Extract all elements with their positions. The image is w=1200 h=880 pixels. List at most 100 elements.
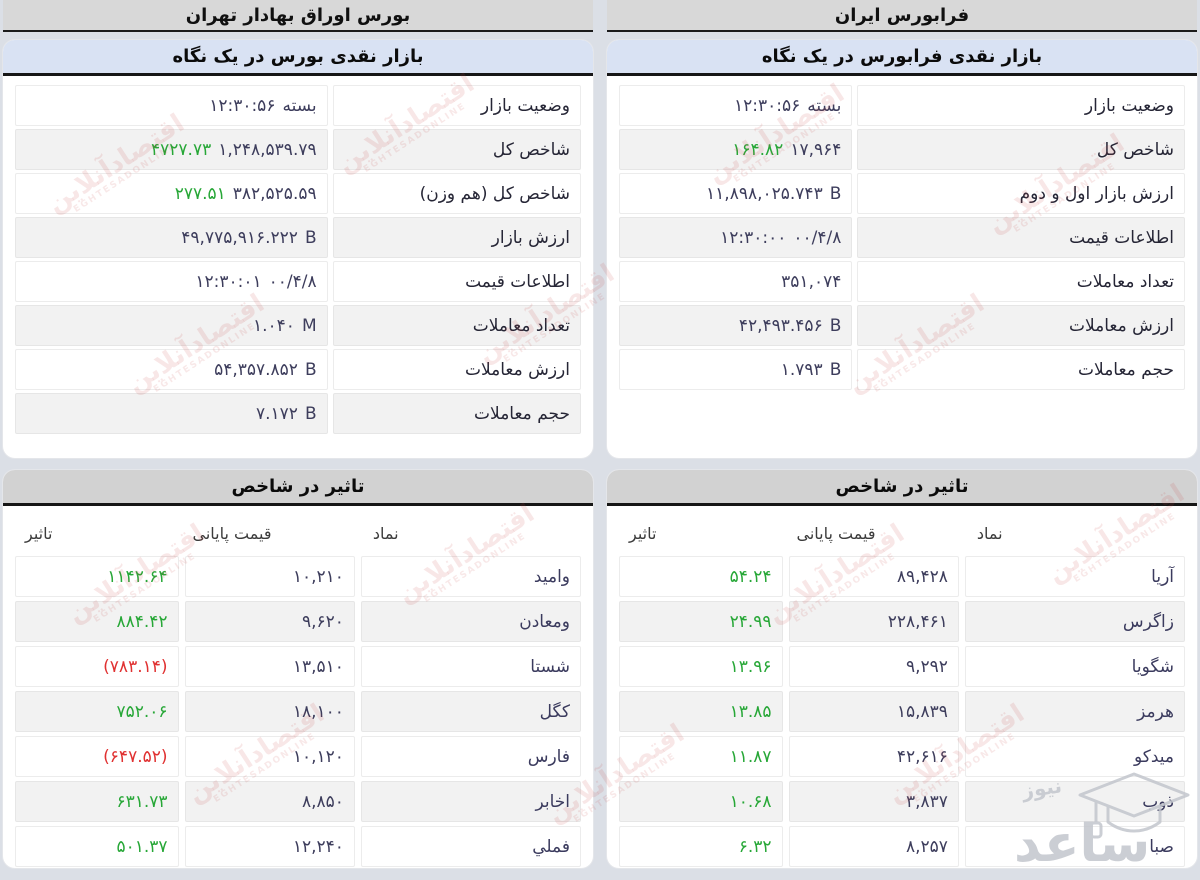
glance-label: ارزش معاملات [332,349,581,390]
glance-label: شاخص کل [332,129,581,170]
glance-row: ۴۹,۷۷۵,۹۱۶.۲۲۲ B ارزش بازار [15,217,581,258]
impact-value: ۵۰۱.۳۷ [15,826,179,867]
symbol-link[interactable]: فارس [360,736,581,777]
impact-row: ۱۱۴۲.۶۴ ۱۰,۲۱۰ وامید [15,556,581,597]
closing-price: ۱۲,۲۴۰ [184,826,355,867]
symbol-link[interactable]: میدکو [964,736,1185,777]
closing-price: ۸۹,۴۲۸ [788,556,959,597]
glance-label: تعداد معاملات [857,261,1185,302]
impact-row: ۶.۳۲ ۸,۲۵۷ صبا [619,826,1185,867]
value-segment: B [304,403,317,424]
symbol-link[interactable]: شستا [360,646,581,687]
impact-panel-bourse: تاثیر در شاخص تاثیر قیمت پایانی نماد ۱۱۴… [3,470,593,868]
impact-row: (۷۸۳.۱۴) ۱۳,۵۱۰ شستا [15,646,581,687]
column-header-impact: تاثیر [629,523,657,543]
impact-value: ۸۸۴.۴۲ [15,601,179,642]
value-segment: بسته [282,95,317,116]
symbol-link[interactable]: وامید [360,556,581,597]
closing-price: ۱۰,۲۱۰ [184,556,355,597]
closing-price: ۱۵,۸۳۹ [788,691,959,732]
glance-label: شاخص کل (هم وزن) [332,173,581,214]
impact-table-header: تاثیر قیمت پایانی نماد [15,510,581,556]
impact-value: ۱۱۴۲.۶۴ [15,556,179,597]
closing-price: ۲۲۸,۴۶۱ [788,601,959,642]
glance-value: ۱.۰۴۰ M [15,305,328,346]
value-segment: ۱۲:۳۰:۰۰ [720,227,787,248]
glance-row: ۴۲,۴۹۳.۴۵۶ B ارزش معاملات [619,305,1185,346]
symbol-link[interactable]: زاگرس [964,601,1185,642]
glance-value: ۱۲:۳۰:۵۶ بسته [619,85,853,126]
value-segment: ۱۱,۸۹۸,۰۲۵.۷۴۳ [706,183,823,204]
impact-table-bourse: تاثیر قیمت پایانی نماد ۱۱۴۲.۶۴ ۱۰,۲۱۰ وامی… [3,506,593,867]
glance-value: ۱۲:۳۰:۰۰ ۰۰/۴/۸ [619,217,853,258]
glance-value: ۱.۷۹۳ B [619,349,853,390]
glance-label: حجم معاملات [857,349,1185,390]
closing-price: ۱۰,۱۲۰ [184,736,355,777]
glance-row: ۵۴,۳۵۷.۸۵۲ B ارزش معاملات [15,349,581,390]
symbol-link[interactable]: آریا [964,556,1185,597]
glance-value: ۷.۱۷۲ B [15,393,328,434]
symbol-link[interactable]: ومعادن [360,601,581,642]
value-segment: ۳۸۲,۵۲۵.۵۹ [232,183,317,204]
glance-table-bourse: ۱۲:۳۰:۵۶ بسته وضعیت بازار ۴۷۲۷.۷۳ ۱,۲۴۸,۵۳۹.… [3,76,593,434]
value-segment: ۱۶۴.۸۲ [732,139,784,160]
glance-panel-bourse: بازار نقدی بورس در یک نگاه ۱۲:۳۰:۵۶ بسته و… [3,40,593,458]
impact-value: ۶۳۱.۷۳ [15,781,179,822]
value-segment: ۵۴,۳۵۷.۸۵۲ [214,359,298,380]
impact-value: ۷۵۲.۰۶ [15,691,179,732]
impact-row: ۲۴.۹۹ ۲۲۸,۴۶۱ زاگرس [619,601,1185,642]
glance-row: ۱۶۴.۸۲ ۱۷,۹۶۴ شاخص کل [619,129,1185,170]
glance-value: ۴۹,۷۷۵,۹۱۶.۲۲۲ B [15,217,328,258]
impact-row: ۱۱.۸۷ ۴۲,۶۱۶ میدکو [619,736,1185,777]
glance-label: حجم معاملات [332,393,581,434]
value-segment: ۴۷۲۷.۷۳ [151,139,212,160]
symbol-link[interactable]: اخابر [360,781,581,822]
symbol-link[interactable]: صبا [964,826,1185,867]
value-segment: ۱۲:۳۰:۰۱ [195,271,262,292]
column-header-closing-price: قیمت پایانی [796,523,876,543]
impact-row: ۸۸۴.۴۲ ۹,۶۲۰ ومعادن [15,601,581,642]
impact-title-farabourse: تاثیر در شاخص [607,470,1197,506]
symbol-link[interactable]: هرمز [964,691,1185,732]
impact-row: ۵۰۱.۳۷ ۱۲,۲۴۰ فملي [15,826,581,867]
impact-rows-bourse: ۱۱۴۲.۶۴ ۱۰,۲۱۰ وامید ۸۸۴.۴۲ ۹,۶۲۰ ومعادن (۷۸۳.… [15,556,581,867]
value-segment: ۴۲,۴۹۳.۴۵۶ [738,315,823,336]
glance-row: ۱۲:۳۰:۰۱ ۰۰/۴/۸ اطلاعات قیمت [15,261,581,302]
glance-value: ۴۷۲۷.۷۳ ۱,۲۴۸,۵۳۹.۷۹ [15,129,328,170]
glance-value: ۲۷۷.۵۱ ۳۸۲,۵۲۵.۵۹ [15,173,328,214]
symbol-link[interactable]: شگویا [964,646,1185,687]
symbol-link[interactable]: فملي [360,826,581,867]
glance-row: ۱۱,۸۹۸,۰۲۵.۷۴۳ B ارزش بازار اول و دوم [619,173,1185,214]
value-segment: ۲۷۷.۵۱ [174,183,226,204]
impact-value: (۶۴۷.۵۲) [15,736,179,777]
impact-value: ۱۳.۹۶ [619,646,783,687]
impact-value: ۱۱.۸۷ [619,736,783,777]
value-segment: ۴۹,۷۷۵,۹۱۶.۲۲۲ [181,227,298,248]
value-segment: ۱.۷۹۳ [780,359,823,380]
symbol-link[interactable]: ذوب [964,781,1185,822]
glance-panel-farabourse: بازار نقدی فرابورس در یک نگاه ۱۲:۳۰:۵۶ بس… [607,40,1197,458]
impact-value: ۱۳.۸۵ [619,691,783,732]
closing-price: ۳,۸۳۷ [788,781,959,822]
glance-value: ۴۲,۴۹۳.۴۵۶ B [619,305,853,346]
glance-row: ۱۲:۳۰:۰۰ ۰۰/۴/۸ اطلاعات قیمت [619,217,1185,258]
glance-value: ۱۲:۳۰:۰۱ ۰۰/۴/۸ [15,261,328,302]
exchange-header-farabourse: فرابورس ایران [607,0,1197,32]
glance-row: ۳۵۱,۰۷۴ تعداد معاملات [619,261,1185,302]
value-segment: ۱۷,۹۶۴ [790,139,842,160]
glance-row: ۴۷۲۷.۷۳ ۱,۲۴۸,۵۳۹.۷۹ شاخص کل [15,129,581,170]
impact-value: ۲۴.۹۹ [619,601,783,642]
value-segment: B [304,359,317,380]
glance-label: تعداد معاملات [332,305,581,346]
value-segment: ۱۲:۳۰:۵۶ [209,95,276,116]
closing-price: ۸,۲۵۷ [788,826,959,867]
glance-row: ۷.۱۷۲ B حجم معاملات [15,393,581,434]
symbol-link[interactable]: کگل [360,691,581,732]
impact-value: (۷۸۳.۱۴) [15,646,179,687]
glance-value: ۵۴,۳۵۷.۸۵۲ B [15,349,328,390]
value-segment: B [304,227,317,248]
closing-price: ۸,۸۵۰ [184,781,355,822]
glance-row: ۱.۰۴۰ M تعداد معاملات [15,305,581,346]
value-segment: ۰۰/۴/۸ [268,271,317,292]
